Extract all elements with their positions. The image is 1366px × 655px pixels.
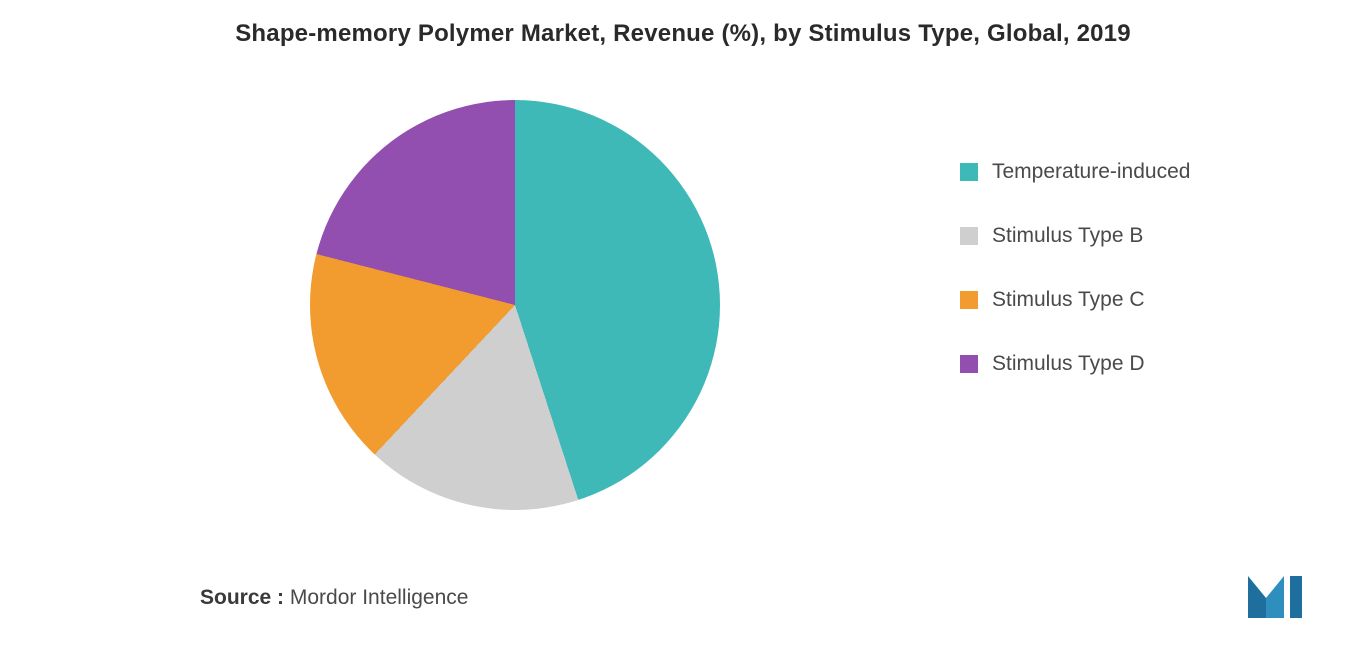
legend-item: Temperature-induced [960,160,1190,184]
brand-logo [1246,570,1326,625]
legend-item: Stimulus Type D [960,352,1190,376]
source-label: Source : [200,586,284,609]
legend-item: Stimulus Type B [960,224,1190,248]
legend-swatch [960,291,978,309]
legend-label: Stimulus Type B [992,224,1143,248]
legend-swatch [960,227,978,245]
source-attribution: Source : Mordor Intelligence [200,586,468,610]
logo-icon [1246,570,1326,620]
legend-swatch [960,163,978,181]
chart-container: Shape-memory Polymer Market, Revenue (%)… [0,0,1366,655]
source-text: Mordor Intelligence [290,586,469,609]
legend-label: Stimulus Type C [992,288,1145,312]
legend-label: Temperature-induced [992,160,1190,184]
legend-label: Stimulus Type D [992,352,1145,376]
chart-title: Shape-memory Polymer Market, Revenue (%)… [0,20,1366,48]
pie-graphic [310,100,720,510]
legend-item: Stimulus Type C [960,288,1190,312]
legend: Temperature-induced Stimulus Type B Stimul… [960,160,1190,376]
legend-swatch [960,355,978,373]
pie-chart [310,100,720,510]
